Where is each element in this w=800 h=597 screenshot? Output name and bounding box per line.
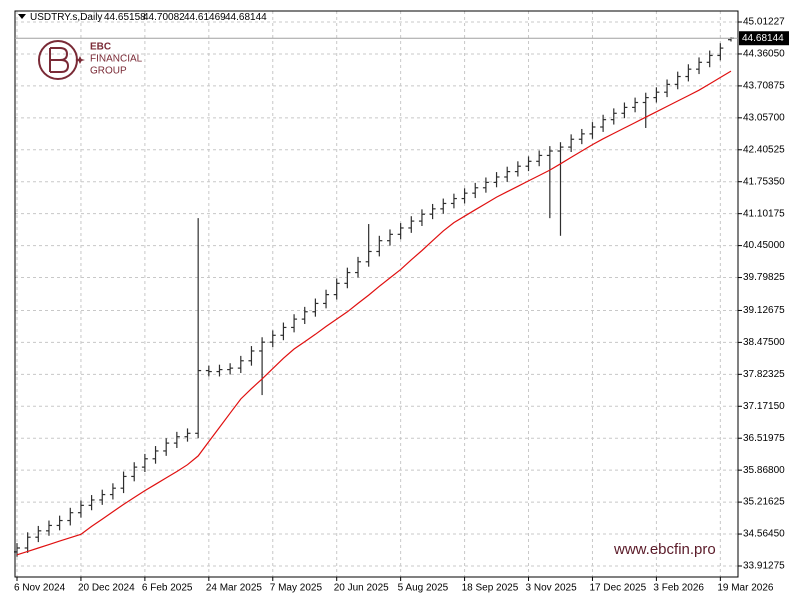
logo-monogram [49, 47, 70, 73]
chart-title: USDTRY.s,Daily [30, 12, 102, 23]
x-tick-label: 24 Mar 2025 [206, 583, 263, 594]
y-tick-label: 42.40525 [743, 144, 785, 155]
logo-text: EBC [90, 42, 111, 53]
logo-text: FINANCIAL [90, 54, 143, 65]
y-tick-label: 34.56450 [743, 529, 785, 540]
quote-close: 44.68144 [225, 12, 267, 23]
x-tick-label: 18 Sep 2025 [462, 583, 519, 594]
y-tick-label: 45.01227 [743, 17, 785, 28]
x-tick-label: 6 Nov 2024 [14, 583, 66, 594]
moving-average [16, 70, 732, 556]
y-tick-label: 39.12675 [743, 305, 785, 316]
y-tick-label: 35.21625 [743, 497, 785, 508]
x-tick-label: 3 Nov 2025 [526, 583, 578, 594]
quote-high: 44.70082 [143, 12, 185, 23]
chart-header: USDTRY.s,Daily 44.65158 44.70082 44.6146… [30, 12, 267, 23]
x-tick-label: 7 May 2025 [270, 583, 323, 594]
x-tick-label: 6 Feb 2025 [142, 583, 193, 594]
y-tick-label: 43.05700 [743, 112, 785, 123]
y-tick-label: 37.82325 [743, 369, 785, 380]
plot-frame [14, 10, 739, 578]
y-tick-label: 38.47500 [743, 337, 785, 348]
plot [14, 37, 734, 557]
current-price-box [739, 31, 789, 46]
y-tick-label: 36.51975 [743, 433, 785, 444]
current-price-label: 44.68144 [742, 33, 784, 44]
y-tick-label: 40.45000 [743, 240, 785, 251]
y-tick-label: 44.36050 [743, 49, 785, 60]
quote-low: 44.61469 [184, 12, 226, 23]
x-tick-label: 20 Dec 2024 [78, 583, 135, 594]
y-tick-label: 41.75350 [743, 176, 785, 187]
x-tick-label: 19 Mar 2026 [717, 583, 774, 594]
watermark: www.ebcfin.pro [613, 541, 716, 558]
menu-arrow [18, 14, 26, 19]
quote-open: 44.65158 [104, 12, 146, 23]
y-tick-label: 33.91275 [743, 561, 785, 572]
logo-text: GROUP [90, 66, 127, 77]
logo-star [75, 56, 85, 64]
logo: EBC FINANCIAL GROUP [38, 40, 143, 80]
x-tick-label: 17 Dec 2025 [589, 583, 646, 594]
x-tick-label: 5 Aug 2025 [398, 583, 449, 594]
y-tick-label: 35.86800 [743, 465, 785, 476]
x-tick-label: 20 Jun 2025 [334, 583, 389, 594]
y-tick-label: 37.17150 [743, 401, 785, 412]
y-tick-label: 39.79825 [743, 272, 785, 283]
y-tick-label: 43.70875 [743, 81, 785, 92]
y-tick-label: 41.10175 [743, 208, 785, 219]
x-tick-label: 3 Feb 2026 [653, 583, 704, 594]
